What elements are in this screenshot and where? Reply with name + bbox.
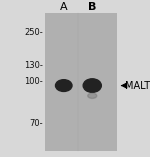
FancyBboxPatch shape [45,13,117,151]
Ellipse shape [83,79,101,92]
Ellipse shape [56,80,72,91]
Text: B: B [88,2,96,12]
Text: 100-: 100- [24,77,43,86]
Text: 130-: 130- [24,61,43,70]
Text: MALT1: MALT1 [125,81,150,91]
Text: A: A [60,2,68,12]
Text: 250-: 250- [24,28,43,37]
Text: 70-: 70- [29,119,43,128]
Ellipse shape [88,93,97,98]
